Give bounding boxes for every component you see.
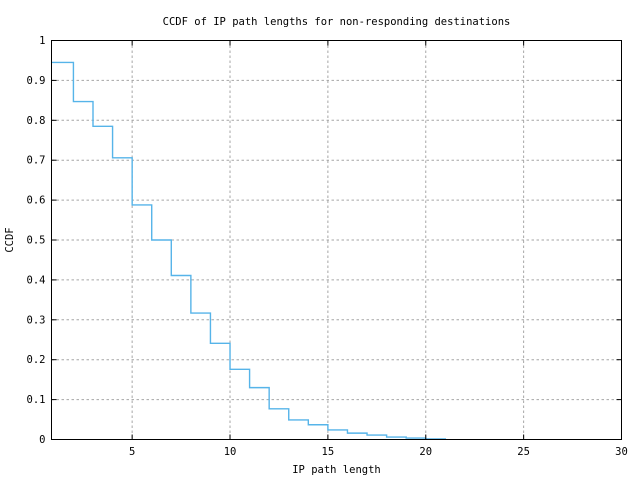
x-tick-label: 30	[615, 446, 628, 458]
y-tick-label: 0.8	[27, 115, 46, 127]
ccdf-step-curve	[51, 61, 447, 440]
y-tick-label: 0.3	[27, 314, 46, 326]
y-tick-label: 0.2	[27, 354, 46, 366]
axis-ticks	[51, 40, 622, 440]
x-tick-label: 10	[224, 446, 237, 458]
y-tick-label: 0	[39, 434, 45, 446]
x-tick-label: 15	[322, 446, 335, 458]
tick-labels: 5 10 15 20 25 30 0 0.1 0.2 0.3 0.4 0.5 0.6 0.7 0.8 0.9 1	[27, 35, 628, 458]
x-tick-label: 20	[419, 446, 432, 458]
y-axis-label: CCDF	[4, 227, 16, 252]
x-tick-label: 25	[517, 446, 530, 458]
x-tick-label: 5	[129, 446, 135, 458]
y-tick-label: 1	[39, 35, 45, 47]
chart-title: CCDF of IP path lengths for non-respondi…	[163, 16, 511, 28]
y-tick-label: 0.9	[27, 75, 46, 87]
y-tick-label: 0.7	[27, 155, 46, 167]
y-tick-label: 0.5	[27, 235, 46, 247]
y-tick-label: 0.6	[27, 195, 46, 207]
y-tick-label: 0.4	[27, 274, 46, 286]
x-axis-label: IP path length	[292, 464, 381, 476]
gridlines	[51, 40, 622, 440]
y-tick-label: 0.1	[27, 394, 46, 406]
